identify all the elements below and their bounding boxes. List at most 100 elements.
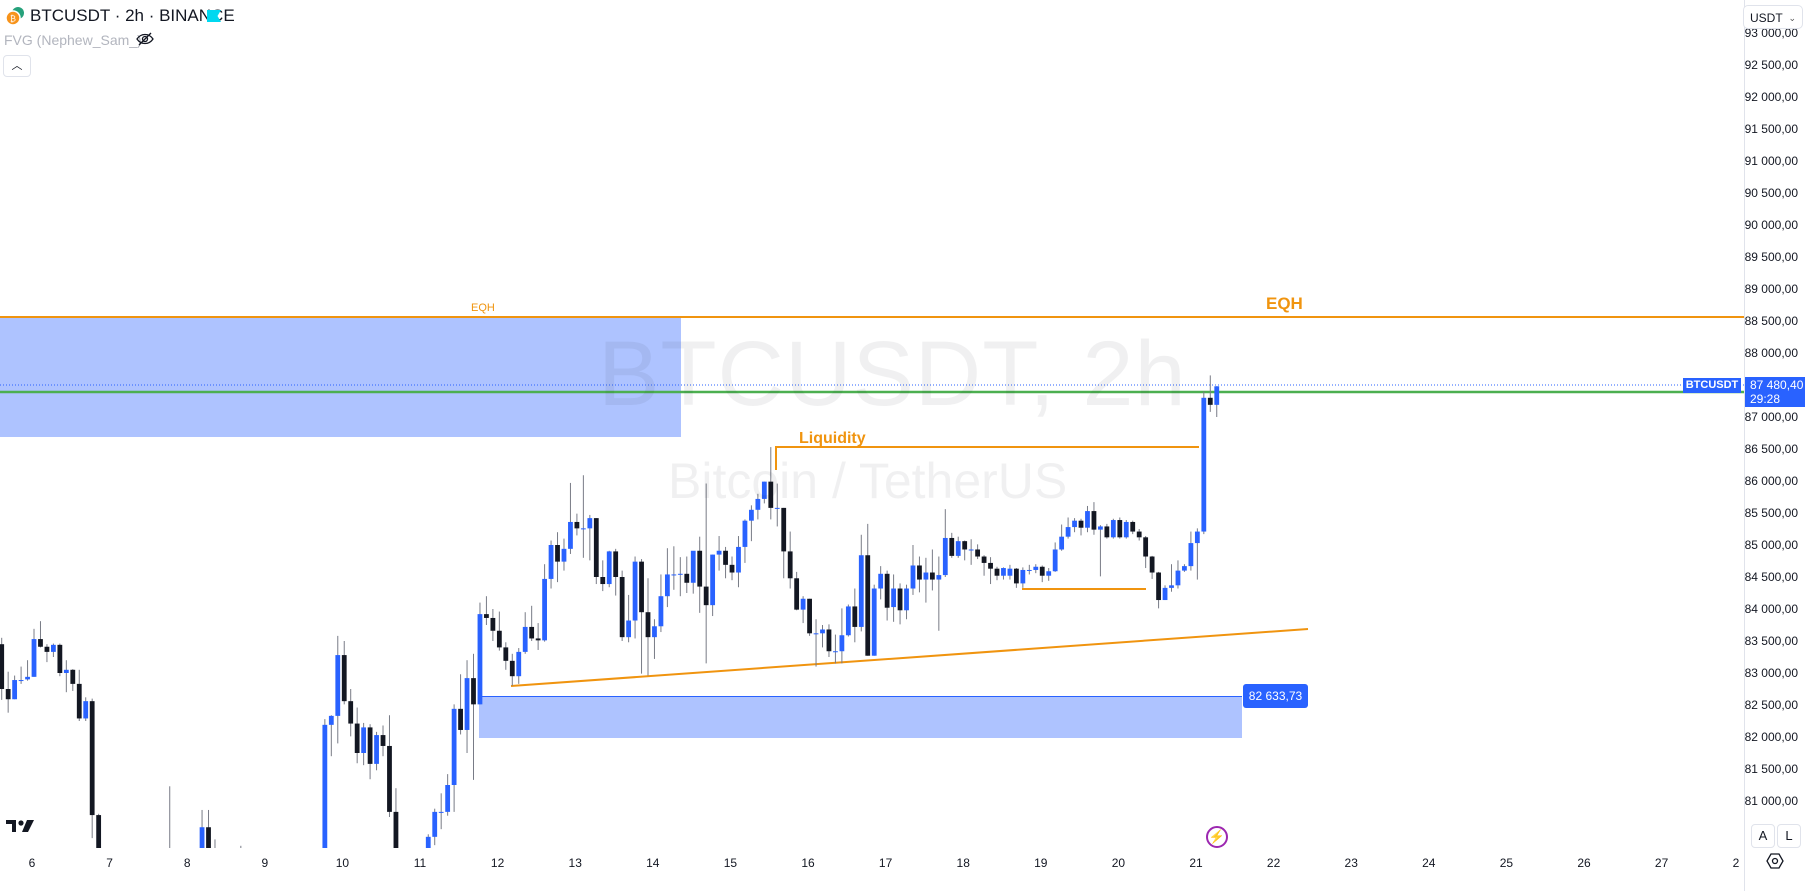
log-scale-button[interactable]: L (1777, 824, 1801, 848)
candle-body (561, 548, 567, 562)
candle (593, 518, 599, 585)
candle-body (755, 498, 761, 510)
candle-body (438, 811, 444, 813)
collapse-legend-button[interactable]: ︿ (3, 55, 31, 77)
candle (658, 574, 664, 633)
candle-body (639, 561, 644, 613)
candle-body (12, 680, 18, 700)
auto-scale-button[interactable]: A (1751, 824, 1775, 848)
candle-body (335, 655, 341, 716)
price-tick-label: 93 000,00 (1745, 26, 1799, 40)
candle-body (1059, 536, 1065, 550)
candle-body (458, 708, 463, 730)
settings-icon[interactable] (1766, 852, 1784, 870)
candle-body (451, 708, 457, 785)
candle-body (807, 598, 812, 634)
candle (613, 548, 619, 596)
candle-body (568, 521, 573, 549)
candle (671, 546, 677, 590)
candle (891, 574, 896, 622)
candle (833, 634, 838, 664)
candle-body (626, 620, 632, 638)
candle-body (962, 541, 968, 550)
price-tick-label: 85 500,00 (1745, 506, 1799, 520)
candle (561, 538, 567, 571)
candle-body (1143, 537, 1149, 557)
candle-body (341, 655, 347, 702)
candle (600, 560, 606, 592)
candle (645, 578, 651, 676)
candle-body (684, 573, 690, 583)
candle-body (613, 551, 619, 577)
candle-body (1104, 526, 1110, 538)
candle (335, 635, 341, 744)
price-axis[interactable]: 93 000,00 92 500,00 92 000,00 91 500,00 91 0… (1745, 26, 1799, 808)
candle-body (1085, 511, 1090, 528)
candle (1214, 386, 1220, 417)
candle (96, 813, 102, 848)
candle-body (522, 626, 528, 652)
candle (787, 531, 793, 589)
candle (664, 548, 670, 608)
candle-body (593, 518, 599, 577)
candle-body (1065, 527, 1071, 537)
candle-body (929, 572, 935, 580)
symbol-title[interactable]: BTCUSDT · 2h · BINANCE (30, 6, 235, 25)
eye-off-icon[interactable] (135, 31, 155, 47)
candle-body (858, 555, 864, 627)
price-tick-label: 89 500,00 (1745, 250, 1799, 264)
candle-body (1188, 543, 1194, 567)
candle-body (387, 745, 392, 812)
currency-select[interactable]: USDT ⌄ (1743, 5, 1803, 29)
candle-body (917, 565, 922, 580)
lower-fvg-zone[interactable] (479, 696, 1242, 738)
candle-body (1098, 526, 1103, 530)
time-tick-label: 21 (1189, 856, 1203, 870)
candle (768, 447, 774, 520)
eqh-label-large[interactable]: EQH (1266, 294, 1303, 313)
price-tick-label: 92 500,00 (1745, 58, 1799, 72)
indicator-label[interactable]: FVG (Nephew_Sam_) (4, 32, 142, 48)
candle-body (432, 811, 438, 837)
candle (18, 666, 24, 684)
candle (328, 715, 334, 757)
watermark-description: Bitcoin / TetherUS (668, 453, 1068, 509)
zone-price-label[interactable]: 82 633,73 (1243, 684, 1308, 708)
tradingview-logo[interactable] (6, 818, 38, 834)
time-tick-label: 7 (106, 856, 113, 870)
candle (1149, 555, 1155, 579)
time-axis[interactable]: 6 7 8 9 10 11 12 13 14 15 16 17 18 19 20 21 22 23 24 25 26 27… (29, 856, 1740, 870)
eqh-label-small[interactable]: EQH (471, 302, 495, 314)
candle (1098, 525, 1103, 577)
candle (38, 621, 43, 648)
candle-body (884, 573, 890, 608)
lightning-icon[interactable]: ⚡ (1206, 826, 1228, 848)
flag-icon[interactable] (207, 10, 221, 22)
candle (1130, 520, 1136, 535)
candle (723, 546, 728, 579)
chevron-up-icon: ︿ (11, 60, 23, 72)
candle (387, 715, 392, 817)
liquidity-label[interactable]: Liquidity (799, 430, 866, 447)
trendline[interactable] (510, 628, 1309, 687)
candle (794, 571, 800, 611)
candle (1194, 528, 1200, 580)
candle-body (923, 572, 929, 580)
bar-countdown: 29:28 (1750, 392, 1781, 406)
time-tick-label: 11 (414, 856, 427, 870)
price-tick-label: 83 500,00 (1745, 634, 1799, 648)
upper-fvg-zone[interactable] (0, 317, 681, 437)
liquidity-line[interactable] (775, 446, 1199, 470)
candle-body (671, 574, 677, 576)
candle-body (942, 537, 948, 576)
candle-body (425, 836, 431, 848)
candle-body (813, 633, 819, 635)
candle (568, 482, 573, 554)
candle (729, 556, 735, 581)
candle (484, 596, 489, 625)
candle (826, 624, 832, 657)
candle (1182, 564, 1187, 572)
candle-body (768, 481, 774, 508)
candle (1026, 564, 1032, 575)
